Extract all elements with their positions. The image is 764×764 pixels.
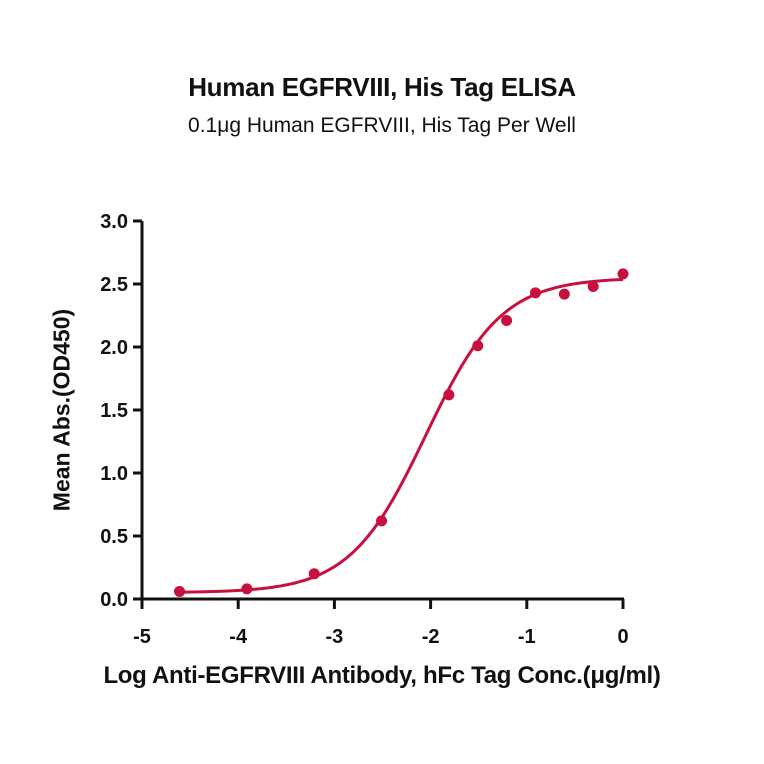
x-axis-label: Log Anti-EGFRVIII Antibody, hFc Tag Conc… <box>103 662 661 689</box>
data-point <box>529 287 541 299</box>
fit-curve <box>179 277 624 594</box>
y-tick-label: 1.5 <box>100 400 128 422</box>
data-point <box>617 268 629 280</box>
y-tick-label: 3.0 <box>100 211 128 233</box>
x-tick-label: -2 <box>422 626 440 648</box>
data-point <box>174 585 186 597</box>
data-point <box>587 281 599 293</box>
y-tick-label: 0.5 <box>100 526 128 548</box>
y-tick-label: 0.0 <box>100 589 128 611</box>
data-point <box>241 583 253 595</box>
data-points <box>174 268 629 597</box>
data-point <box>443 389 455 401</box>
fit-curve-path <box>179 277 624 594</box>
y-tick-label: 2.0 <box>100 337 128 359</box>
data-point <box>376 515 388 527</box>
data-point <box>308 568 320 580</box>
chart-subtitle: 0.1μg Human EGFRVIII, His Tag Per Well <box>188 114 576 137</box>
x-tick-label: -5 <box>133 626 151 648</box>
data-point <box>472 340 484 352</box>
x-tick-label: 0 <box>617 626 628 648</box>
data-point <box>501 315 513 327</box>
x-tick-label: -4 <box>229 626 248 648</box>
axes: 0.0 0.5 1.0 1.5 2.0 2.5 3.0 -5 -4 -3 -2 -1 0 <box>100 211 628 648</box>
x-tick-label: -1 <box>518 626 536 648</box>
y-tick-label: 1.0 <box>100 463 128 485</box>
x-tick-label: -3 <box>326 626 344 648</box>
y-tick-label: 2.5 <box>100 274 128 296</box>
data-point <box>558 288 570 300</box>
chart-title: Human EGFRVIII, His Tag ELISA <box>188 72 576 102</box>
